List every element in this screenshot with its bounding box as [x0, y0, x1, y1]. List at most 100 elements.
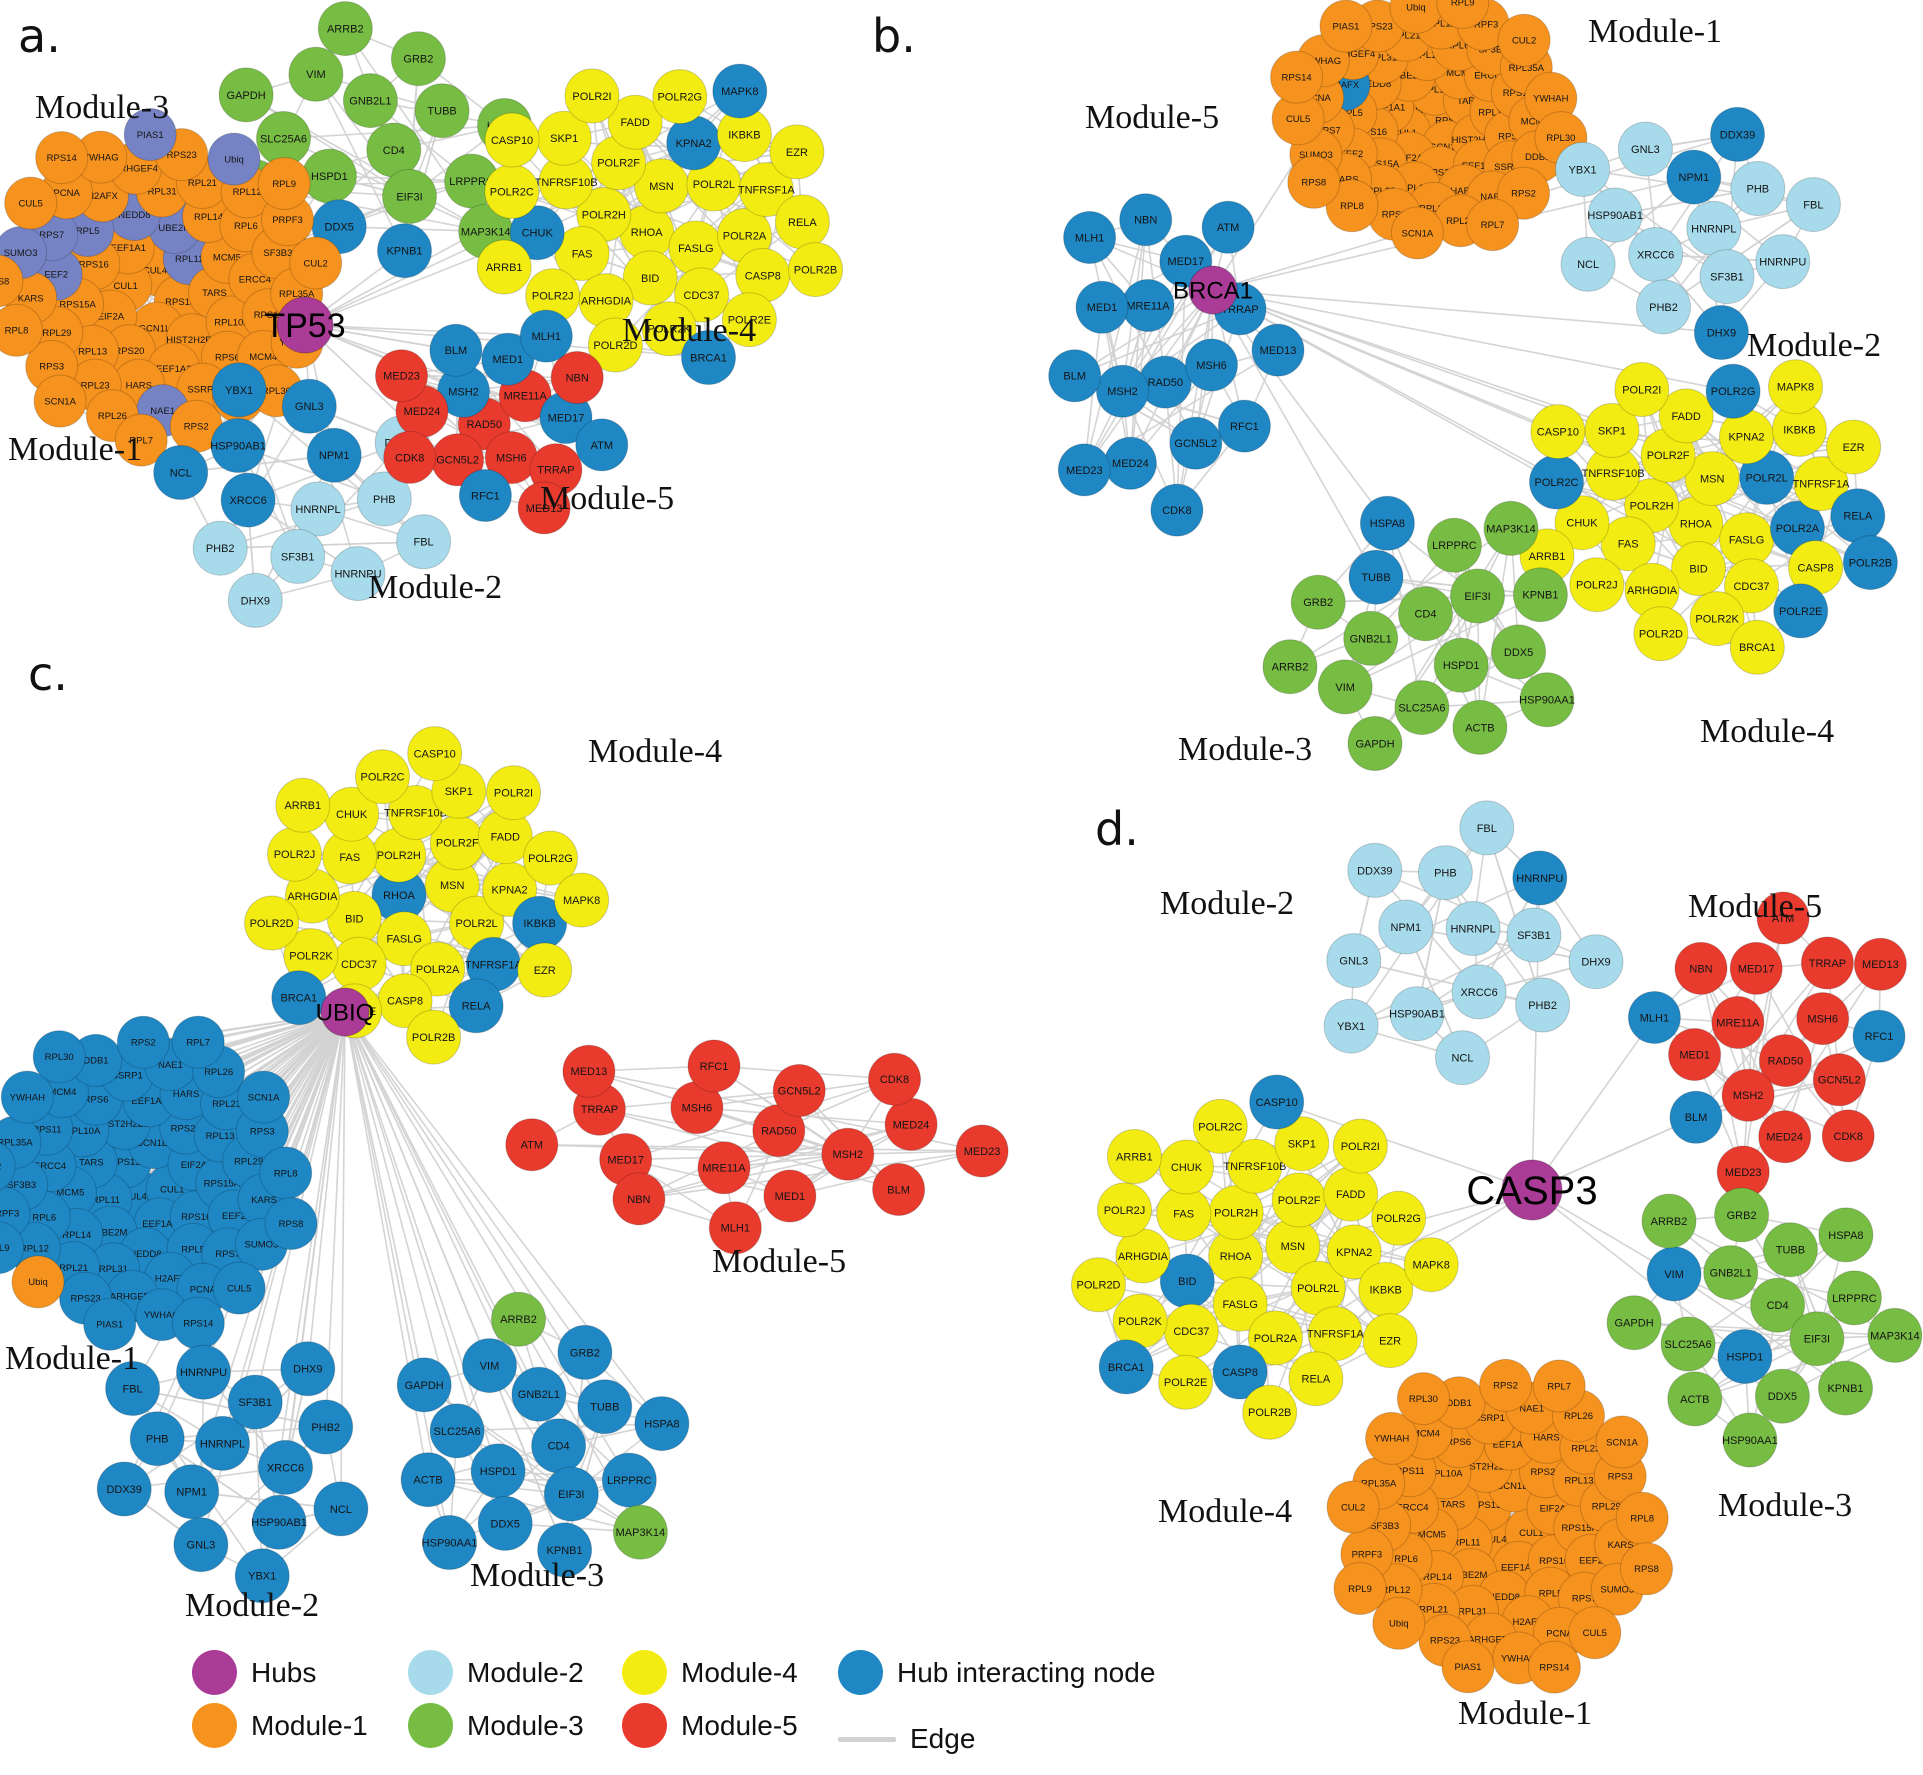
gene-node[interactable] [227, 572, 283, 628]
gene-node[interactable] [634, 1396, 690, 1452]
gene-node[interactable] [1390, 206, 1444, 260]
gene-node[interactable] [652, 69, 708, 125]
gene-node[interactable] [622, 250, 678, 306]
gene-node[interactable] [288, 46, 344, 102]
gene-node[interactable] [1668, 1028, 1722, 1081]
gene-node[interactable] [774, 194, 830, 250]
gene-node[interactable] [406, 1009, 462, 1065]
gene-node[interactable] [1515, 977, 1571, 1033]
gene-node[interactable] [1371, 1190, 1427, 1246]
gene-node[interactable] [1359, 495, 1415, 551]
gene-node[interactable] [872, 1163, 926, 1216]
gene-node[interactable] [258, 1439, 313, 1495]
gene-node[interactable] [1667, 1371, 1723, 1427]
gene-node[interactable] [1660, 1316, 1716, 1372]
gene-node[interactable] [1262, 639, 1318, 695]
gene-node[interactable] [1646, 1246, 1702, 1302]
gene-node[interactable] [674, 267, 730, 323]
gene-node[interactable] [1389, 986, 1445, 1042]
gene-node[interactable] [1075, 280, 1129, 334]
gene-node[interactable] [1251, 323, 1305, 377]
gene-node[interactable] [129, 1411, 185, 1467]
gene-node[interactable] [1568, 1606, 1622, 1660]
gene-node[interactable] [1445, 901, 1501, 956]
gene-node[interactable] [375, 349, 428, 403]
gene-node[interactable] [1441, 1640, 1495, 1694]
gene-node[interactable] [0, 1221, 25, 1275]
gene-node[interactable] [1287, 155, 1341, 209]
gene-node[interactable] [1274, 1116, 1330, 1172]
gene-node[interactable] [1615, 1491, 1669, 1545]
gene-node[interactable] [1450, 568, 1505, 624]
gene-node[interactable] [1343, 610, 1399, 666]
gene-node[interactable] [1800, 936, 1854, 990]
gene-node[interactable] [772, 1064, 826, 1117]
gene-node[interactable] [1158, 1354, 1214, 1410]
gene-node[interactable] [244, 895, 300, 951]
gene-node[interactable] [1096, 364, 1149, 418]
gene-node[interactable] [1699, 249, 1755, 305]
gene-node[interactable] [1600, 516, 1656, 572]
gene-node[interactable] [400, 1452, 456, 1508]
gene-node[interactable] [712, 63, 768, 119]
gene-node[interactable] [1762, 1222, 1818, 1278]
gene-node[interactable] [601, 1452, 657, 1508]
gene-node[interactable] [1048, 349, 1102, 403]
gene-node[interactable] [1497, 13, 1551, 67]
gene-node[interactable] [1436, 0, 1490, 29]
gene-node[interactable] [1711, 996, 1765, 1049]
gene-node[interactable] [1853, 937, 1907, 991]
gene-node[interactable] [1378, 899, 1434, 955]
gene-node[interactable] [491, 1291, 546, 1347]
gene-node[interactable] [1227, 1138, 1283, 1194]
gene-node[interactable] [173, 1517, 229, 1573]
gene-node[interactable] [1071, 1257, 1126, 1313]
gene-node[interactable] [1758, 1034, 1812, 1088]
gene-node[interactable] [1867, 1307, 1923, 1363]
gene-node[interactable] [342, 73, 398, 129]
gene-node[interactable] [1365, 1411, 1419, 1465]
gene-node[interactable] [422, 1515, 477, 1570]
gene-node[interactable] [1842, 535, 1898, 591]
gene-node[interactable] [429, 323, 483, 377]
gene-node[interactable] [298, 1399, 354, 1455]
gene-node[interactable] [1671, 541, 1726, 596]
gene-node[interactable] [290, 481, 346, 537]
gene-node[interactable] [1587, 187, 1643, 243]
gene-node[interactable] [1159, 1139, 1214, 1195]
gene-node[interactable] [35, 131, 89, 185]
gene-node[interactable] [32, 1030, 86, 1084]
gene-node[interactable] [382, 168, 437, 224]
gene-node[interactable] [1317, 659, 1373, 715]
gene-node[interactable] [306, 427, 362, 483]
gene-node[interactable] [477, 1495, 533, 1551]
gene-node[interactable] [1398, 586, 1453, 642]
gene-node[interactable] [1584, 403, 1640, 458]
gene-node[interactable] [1271, 1172, 1327, 1228]
gene-node[interactable] [377, 223, 432, 279]
gene-node[interactable] [1633, 606, 1689, 662]
gene-node[interactable] [505, 1118, 559, 1172]
gene-node[interactable] [554, 226, 610, 281]
gene-node[interactable] [484, 112, 540, 168]
hub-node-ubiq[interactable] [320, 987, 370, 1037]
gene-node[interactable] [195, 1415, 250, 1471]
gene-node[interactable] [1479, 1358, 1533, 1412]
gene-node[interactable] [96, 1461, 152, 1517]
gene-node[interactable] [1686, 200, 1742, 256]
gene-node[interactable] [1529, 454, 1584, 510]
gene-node[interactable] [1433, 637, 1489, 693]
gene-node[interactable] [462, 1338, 517, 1394]
gene-node[interactable] [481, 332, 535, 386]
gene-node[interactable] [1569, 557, 1625, 613]
gene-node[interactable] [1560, 236, 1616, 292]
gene-node[interactable] [1595, 1415, 1649, 1469]
gene-node[interactable] [1669, 1090, 1723, 1144]
gene-node[interactable] [1641, 1193, 1697, 1249]
gene-node[interactable] [1326, 933, 1382, 989]
gene-node[interactable] [1057, 443, 1111, 497]
gene-node[interactable] [171, 1015, 225, 1069]
gene-node[interactable] [517, 481, 571, 535]
gene-node[interactable] [1212, 1276, 1268, 1332]
gene-node[interactable] [1150, 483, 1204, 537]
